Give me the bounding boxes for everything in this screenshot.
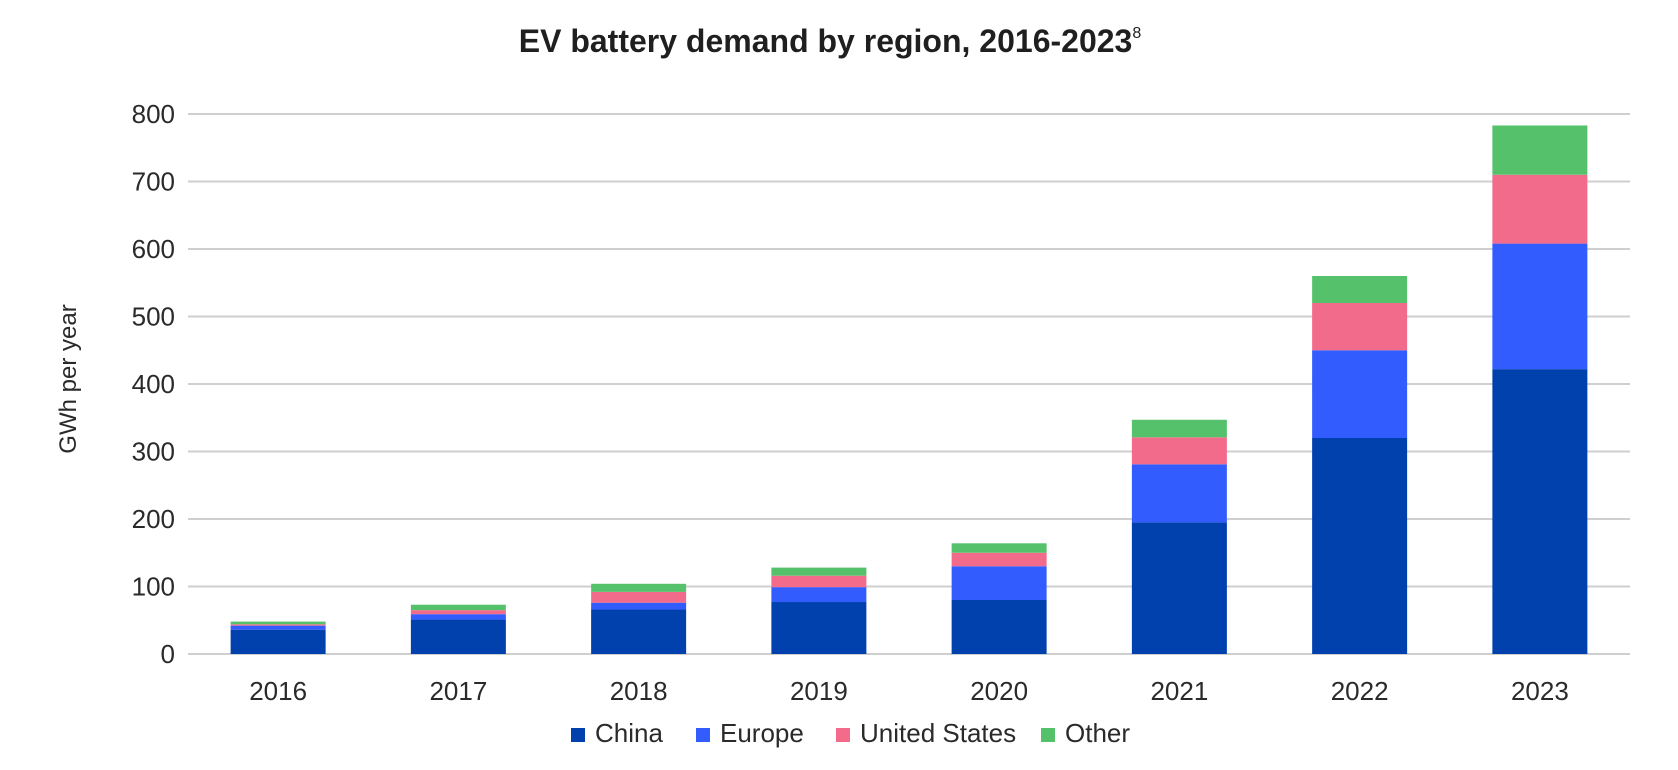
legend-swatch <box>1041 728 1055 742</box>
bar-china-2018 <box>591 609 687 654</box>
y-tick-label: 800 <box>132 99 175 129</box>
x-tick-label: 2021 <box>1150 676 1208 706</box>
bar-china-2017 <box>410 619 506 654</box>
chart-title-text: EV battery demand by region, 2016-2023 <box>519 23 1133 59</box>
y-tick-label: 0 <box>161 639 175 669</box>
x-tick-label: 2023 <box>1511 676 1569 706</box>
bar-europe-2022 <box>1312 350 1408 438</box>
y-tick-label: 300 <box>132 437 175 467</box>
bar-united-states-2019 <box>771 575 867 588</box>
y-tick-label: 200 <box>132 504 175 534</box>
bars <box>230 125 1588 654</box>
legend-swatch <box>571 728 585 742</box>
bar-china-2021 <box>1131 522 1227 654</box>
bar-other-2021 <box>1131 419 1227 438</box>
x-tick-label: 2017 <box>429 676 487 706</box>
bar-stack-2019 <box>771 567 867 654</box>
legend-item-united-states: United States <box>836 718 1016 748</box>
bar-stack-2022 <box>1312 276 1408 654</box>
bar-united-states-2023 <box>1492 174 1588 244</box>
legend-label: China <box>595 718 663 748</box>
legend-label: Other <box>1065 718 1130 748</box>
bar-united-states-2022 <box>1312 303 1408 351</box>
bar-united-states-2016 <box>230 624 326 626</box>
bar-europe-2020 <box>951 566 1047 600</box>
bar-other-2023 <box>1492 125 1588 175</box>
y-axis-ticks: 0 100 200 300 400 500 600 700 800 <box>132 99 175 669</box>
bar-stack-2020 <box>951 543 1047 654</box>
bar-other-2022 <box>1312 276 1408 303</box>
legend-swatch <box>836 728 850 742</box>
legend-item-europe: Europe <box>696 718 804 748</box>
bar-other-2020 <box>951 543 1047 553</box>
x-tick-label: 2022 <box>1331 676 1389 706</box>
bar-china-2016 <box>230 629 326 654</box>
bar-europe-2023 <box>1492 243 1588 370</box>
y-tick-label: 600 <box>132 234 175 264</box>
bar-europe-2021 <box>1131 464 1227 523</box>
bar-stack-2023 <box>1492 125 1588 654</box>
gridlines <box>188 113 1630 655</box>
bar-united-states-2017 <box>410 610 506 615</box>
bar-stack-2017 <box>410 604 506 654</box>
y-tick-label: 100 <box>132 572 175 602</box>
legend-label: United States <box>860 718 1016 748</box>
bar-china-2023 <box>1492 369 1588 654</box>
bar-china-2019 <box>771 602 867 654</box>
chart-title-footnote: 8 <box>1132 25 1141 42</box>
bar-united-states-2018 <box>591 591 687 603</box>
bar-other-2019 <box>771 567 867 576</box>
y-tick-label: 700 <box>132 167 175 197</box>
bar-stack-2016 <box>230 621 326 654</box>
bar-united-states-2021 <box>1131 437 1227 465</box>
bar-europe-2019 <box>771 587 867 603</box>
chart-title: EV battery demand by region, 2016-20238 <box>519 23 1142 59</box>
bar-other-2017 <box>410 604 506 611</box>
legend-swatch <box>696 728 710 742</box>
x-tick-label: 2020 <box>970 676 1028 706</box>
bar-china-2020 <box>951 600 1047 654</box>
bar-united-states-2020 <box>951 552 1047 567</box>
legend: China Europe United States Other <box>571 718 1130 748</box>
bar-china-2022 <box>1312 438 1408 654</box>
x-tick-label: 2019 <box>790 676 848 706</box>
legend-item-other: Other <box>1041 718 1130 748</box>
x-tick-label: 2016 <box>249 676 307 706</box>
bar-other-2018 <box>591 583 687 592</box>
y-tick-label: 400 <box>132 369 175 399</box>
bar-europe-2018 <box>591 602 687 610</box>
y-tick-label: 500 <box>132 302 175 332</box>
bar-stack-2021 <box>1131 419 1227 654</box>
x-tick-label: 2018 <box>610 676 668 706</box>
bar-stack-2018 <box>591 583 687 654</box>
bar-europe-2017 <box>410 614 506 620</box>
x-axis-ticks: 2016 2017 2018 2019 2020 2021 2022 2023 <box>249 676 1569 706</box>
legend-item-china: China <box>571 718 663 748</box>
y-axis-label: GWh per year <box>55 304 82 453</box>
bar-europe-2016 <box>230 625 326 630</box>
bar-other-2016 <box>230 621 326 625</box>
legend-label: Europe <box>720 718 804 748</box>
